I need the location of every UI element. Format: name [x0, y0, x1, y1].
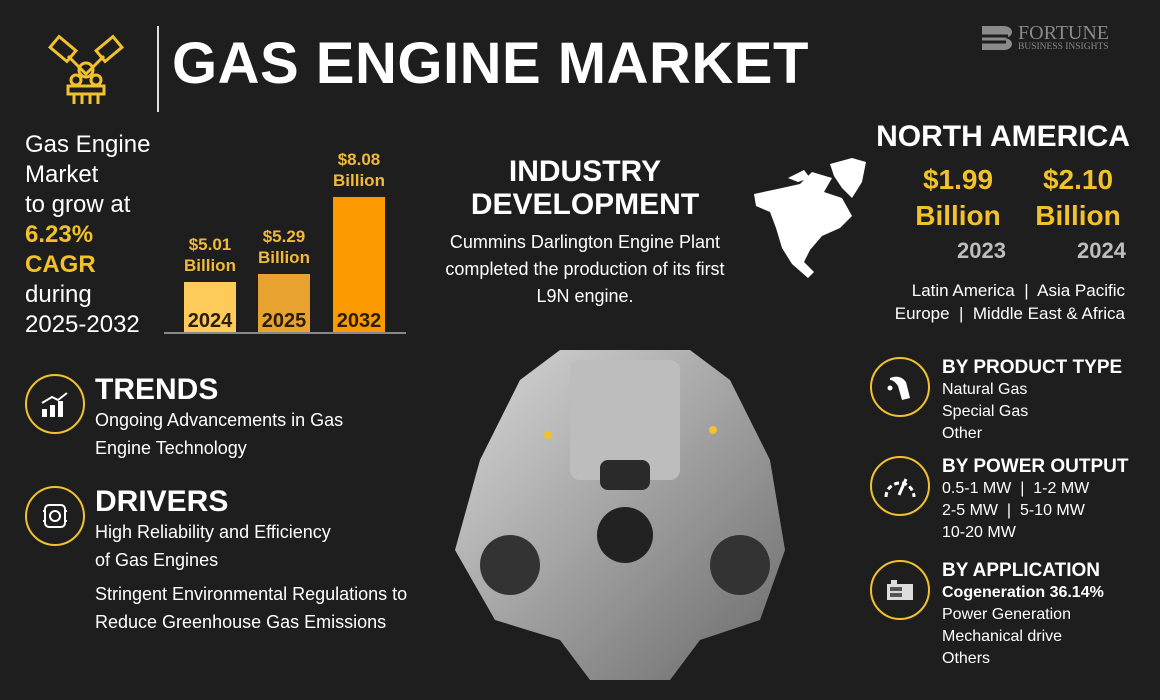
segment-highlight: Cogeneration 36.14% — [942, 584, 1104, 601]
bar-category-label: 2032 — [336, 310, 382, 332]
trends-title: TRENDS — [95, 373, 219, 406]
segment-item: 2-5 MW | 5-10 MW — [942, 502, 1085, 519]
segment-item: 0.5-1 MW | 1-2 MW — [942, 480, 1090, 497]
bar-data-label: $5.29 Billion — [258, 226, 310, 267]
segment-title: BY POWER OUTPUT — [942, 456, 1129, 477]
generator-icon — [870, 560, 930, 620]
region-value-2023: $1.99 Billion 2023 — [910, 162, 1006, 264]
market-growth-text: Gas Engine Market to grow at 6.23% CAGR … — [25, 130, 150, 340]
intro-line: Gas Engine — [25, 131, 151, 158]
intro-line: during — [25, 281, 92, 308]
segment-item: Power Generation — [942, 606, 1071, 623]
bar-category-label: 2025 — [261, 310, 307, 332]
fortune-logo: FORTUNE BUSINESS INSIGHTS — [980, 22, 1110, 52]
chart-baseline — [164, 332, 406, 334]
forecast-period: 2025-2032 — [25, 311, 140, 338]
north-america-map-icon — [752, 158, 872, 288]
segment-item: Natural Gas — [942, 381, 1028, 398]
industry-development: INDUSTRY DEVELOPMENT Cummins Darlington … — [430, 155, 740, 310]
segment-item: 10-20 MW — [942, 524, 1016, 541]
industry-title: INDUSTRY — [508, 155, 662, 188]
trends-section: TRENDS Ongoing Advancements in Gas Engine… — [25, 374, 345, 462]
unit: Billion — [915, 200, 1001, 231]
divider — [157, 26, 159, 112]
other-regions: Latin America | Asia Pacific Europe | Mid… — [870, 279, 1125, 325]
year: 2023 — [957, 238, 1006, 263]
bar-column-2024: $5.01 Billion 2024 — [184, 234, 236, 332]
driver-item: Stringent Environmental Regulations to R… — [95, 584, 408, 632]
driver-item: High Reliability and Efficiency of Gas E… — [95, 522, 331, 570]
region-title: NORTH AMERICA — [876, 120, 1130, 153]
page-title: GAS ENGINE MARKET — [172, 31, 809, 96]
gauge-icon — [870, 456, 930, 516]
market-size-bar-chart: $5.01 Billion 2024 $5.29 Billion 2025 $8.08 Bil… — [164, 150, 406, 334]
drivers-title: DRIVERS — [95, 485, 229, 518]
bar-column-2025: $5.29 Billion 2025 — [258, 226, 310, 332]
amount: $1.99 — [922, 164, 994, 195]
cagr-label: CAGR — [25, 251, 96, 278]
fuel-nozzle-icon — [870, 357, 930, 417]
segment-item: Others — [942, 650, 991, 667]
segment-application: BY APPLICATION Cogeneration 36.14% Power G… — [870, 560, 1104, 670]
intro-line: to grow at — [25, 191, 131, 218]
bar-column-2032: $8.08 Billion 2032 — [333, 149, 385, 332]
fortune-logo-icon — [982, 26, 1012, 50]
segment-item: Other — [942, 425, 983, 442]
engine-icon — [25, 486, 85, 546]
drivers-section: DRIVERS High Reliability and Efficiency … — [25, 486, 455, 636]
engine-logo-icon — [46, 34, 126, 115]
segment-product-type: BY PRODUCT TYPE Natural Gas Special Gas Oth… — [870, 357, 1122, 445]
intro-line: Market — [25, 161, 99, 188]
bar-category-label: 2024 — [187, 310, 233, 332]
industry-title: DEVELOPMENT — [470, 188, 700, 221]
segment-item: Special Gas — [942, 403, 1029, 420]
region-value-2024: $2.10 Billion 2024 — [1030, 162, 1126, 264]
gas-engine-image — [440, 340, 820, 690]
trends-text: Ongoing Advancements in Gas Engine Techn… — [95, 410, 344, 458]
cagr-value: 6.23% — [25, 221, 94, 248]
bar: 2032 — [333, 197, 385, 332]
regions-line: Europe | Middle East & Africa — [894, 304, 1125, 323]
segment-title: BY PRODUCT TYPE — [942, 357, 1123, 378]
bar-data-label: $5.01 Billion — [184, 234, 236, 275]
bar: 2025 — [258, 273, 310, 332]
logo-line2: BUSINESS INSIGHTS — [1018, 42, 1109, 52]
industry-text: Cummins Darlington Engine Plant complete… — [445, 232, 725, 306]
logo-line1: FORTUNE — [1018, 22, 1110, 44]
segment-title: BY APPLICATION — [942, 560, 1100, 581]
unit: Billion — [1035, 200, 1121, 231]
regions-line: Latin America | Asia Pacific — [911, 281, 1125, 300]
growth-chart-icon — [25, 374, 85, 434]
bar: 2024 — [184, 281, 236, 332]
segment-item: Mechanical drive — [942, 628, 1063, 645]
year: 2024 — [1077, 238, 1126, 263]
amount: $2.10 — [1042, 164, 1114, 195]
segment-power-output: BY POWER OUTPUT 0.5-1 MW | 1-2 MW 2-5 MW |… — [870, 456, 1129, 544]
north-america-section: NORTH AMERICA $1.99 Billion 2023 $2.10 Bill… — [860, 120, 1130, 263]
bar-data-label: $8.08 Billion — [333, 150, 385, 190]
